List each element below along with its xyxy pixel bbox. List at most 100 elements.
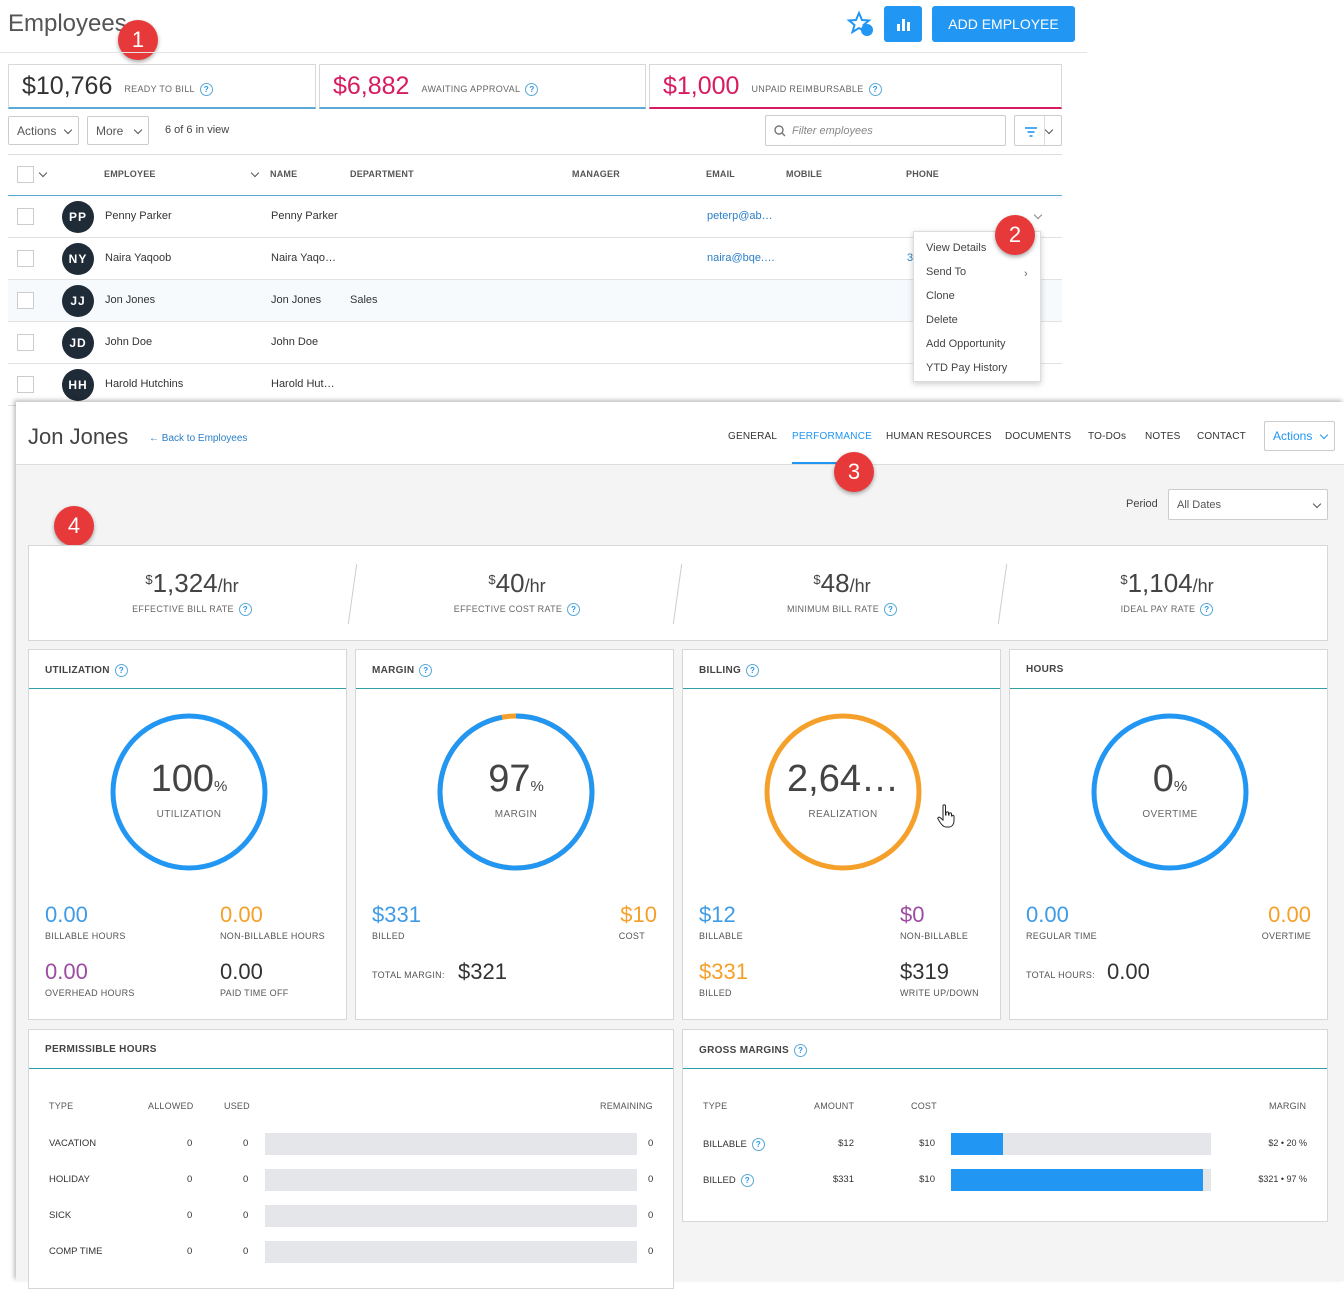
tab-to-dos[interactable]: TO-DOs xyxy=(1088,431,1127,442)
tab-performance[interactable]: PERFORMANCE xyxy=(792,431,872,442)
help-icon[interactable]: ? xyxy=(868,82,882,96)
rate-unit: /hr xyxy=(1192,576,1214,596)
help-icon[interactable]: ? xyxy=(1200,603,1214,616)
remaining-bar xyxy=(265,1205,637,1227)
employee-cell[interactable]: John Doe xyxy=(105,336,153,348)
tab-notes[interactable]: NOTES xyxy=(1145,431,1181,442)
card-title: HOURS xyxy=(1026,664,1064,675)
filter-employees-input[interactable]: Filter employees xyxy=(765,115,1006,146)
column-phone[interactable]: PHONE xyxy=(906,169,940,179)
help-icon[interactable]: ? xyxy=(238,603,252,616)
detail-actions-dropdown[interactable]: Actions xyxy=(1264,421,1335,451)
remaining-bar xyxy=(265,1241,637,1263)
help-icon[interactable]: ? xyxy=(884,603,898,616)
rates-card: $1,324/hr EFFECTIVE BILL RATE? $40/hr EF… xyxy=(28,545,1328,641)
help-icon[interactable]: ? xyxy=(794,1044,808,1057)
help-icon[interactable]: ? xyxy=(419,664,433,677)
employee-detail-screen: Jon Jones ← Back to Employees GENERAL PE… xyxy=(16,402,1344,1289)
permissible-allowed-cell: 0 xyxy=(187,1246,193,1257)
billed-label: BILLED xyxy=(372,931,405,941)
gross-amount-cell: $331 xyxy=(832,1174,854,1185)
period-value: All Dates xyxy=(1177,498,1222,511)
row-checkbox[interactable] xyxy=(17,292,34,309)
permissible-type-cell: VACATION xyxy=(49,1138,97,1149)
column-manager[interactable]: MANAGER xyxy=(572,169,620,179)
row-checkbox[interactable] xyxy=(17,376,34,393)
row-checkbox[interactable] xyxy=(17,250,34,267)
column-type: TYPE xyxy=(49,1101,74,1111)
tab-contact[interactable]: CONTACT xyxy=(1197,431,1246,442)
period-label: Period xyxy=(1126,498,1158,510)
employee-cell[interactable]: Naira Yaqoob xyxy=(105,252,172,264)
menu-item-view-details[interactable]: View Details xyxy=(926,242,987,254)
menu-item-send-to[interactable]: Send To xyxy=(926,266,967,278)
permissible-used-cell: 0 xyxy=(243,1138,249,1149)
menu-item-add-opportunity[interactable]: Add Opportunity xyxy=(926,338,1006,350)
column-email[interactable]: EMAIL xyxy=(706,169,735,179)
utilization-value: 100 xyxy=(150,758,215,800)
email-cell[interactable]: naira@bqe.… xyxy=(707,252,776,264)
help-icon[interactable]: ? xyxy=(746,664,760,677)
column-employee[interactable]: EMPLOYEE xyxy=(104,169,156,179)
help-icon[interactable]: ? xyxy=(199,82,213,96)
permissible-hours-card: PERMISSIBLE HOURS TYPE ALLOWED USED REMA… xyxy=(28,1029,674,1289)
favorite-star-icon[interactable] xyxy=(846,10,876,40)
column-mobile[interactable]: MOBILE xyxy=(786,169,823,179)
tab-human-resources[interactable]: HUMAN RESOURCES xyxy=(886,431,992,442)
add-employee-button[interactable]: ADD EMPLOYEE xyxy=(932,6,1075,42)
employee-cell[interactable]: Penny Parker xyxy=(105,210,172,222)
permissible-type-cell: SICK xyxy=(49,1210,72,1221)
rate-value: 40 xyxy=(495,568,525,598)
remaining-bar xyxy=(265,1169,637,1191)
billed-label: BILLED xyxy=(699,988,732,998)
chevron-down-icon xyxy=(1044,125,1054,134)
menu-item-ytd-pay-history[interactable]: YTD Pay History xyxy=(926,362,1008,374)
more-dropdown[interactable]: More xyxy=(87,116,149,145)
name-cell: Jon Jones xyxy=(271,294,322,306)
name-cell: Naira Yaqo… xyxy=(271,252,337,264)
help-icon[interactable]: ? xyxy=(567,603,581,616)
tab-general[interactable]: GENERAL xyxy=(728,431,778,442)
filter-options-button[interactable] xyxy=(1014,115,1062,146)
actions-dropdown[interactable]: Actions xyxy=(8,116,79,145)
tab-documents[interactable]: DOCUMENTS xyxy=(1005,431,1072,442)
analytics-button[interactable] xyxy=(884,6,922,42)
menu-item-clone[interactable]: Clone xyxy=(926,290,955,302)
card-title: BILLING? xyxy=(699,664,760,677)
billable-label: BILLABLE xyxy=(699,931,743,941)
menu-item-delete[interactable]: Delete xyxy=(926,314,958,326)
help-icon[interactable]: ? xyxy=(740,1174,754,1187)
help-icon[interactable]: ? xyxy=(751,1138,765,1151)
billing-card: BILLING? 2,64… REALIZATION $12 BILLABLE $… xyxy=(682,649,1001,1020)
back-to-employees-link[interactable]: ← Back to Employees xyxy=(149,433,248,444)
row-menu-chevron-icon[interactable] xyxy=(1033,210,1043,220)
rate-value: 48 xyxy=(820,568,850,598)
rate-unit: /hr xyxy=(849,576,871,596)
select-all-checkbox[interactable] xyxy=(17,166,34,183)
billable-hours-value: 0.00 xyxy=(45,902,88,927)
phone-cell[interactable]: 3 xyxy=(907,252,914,264)
table-row[interactable]: PP Penny Parker Penny Parker peterp@ab… xyxy=(8,196,1062,238)
margin-bar-fill xyxy=(951,1169,1204,1191)
email-cell[interactable]: peterp@ab… xyxy=(707,210,773,222)
column-name[interactable]: NAME xyxy=(270,169,298,179)
permissible-used-cell: 0 xyxy=(243,1210,249,1221)
table-row[interactable]: JJ Jon Jones Jon Jones Sales xyxy=(8,280,1062,322)
period-select[interactable]: All Dates xyxy=(1168,489,1328,520)
help-icon[interactable]: ? xyxy=(114,664,128,677)
hand-cursor-icon xyxy=(937,804,955,828)
help-icon[interactable]: ? xyxy=(525,82,539,96)
column-department[interactable]: DEPARTMENT xyxy=(350,169,414,179)
row-checkbox[interactable] xyxy=(17,334,34,351)
permissible-type-cell: HOLIDAY xyxy=(49,1174,91,1185)
permissible-remaining-cell: 0 xyxy=(648,1138,654,1149)
table-row[interactable]: NY Naira Yaqoob Naira Yaqo… naira@bqe.… … xyxy=(8,238,1062,280)
employee-cell[interactable]: Harold Hutchins xyxy=(105,378,184,390)
table-row[interactable]: HH Harold Hutchins Harold Hut… xyxy=(8,364,1062,406)
table-row[interactable]: JD John Doe John Doe xyxy=(8,322,1062,364)
row-checkbox[interactable] xyxy=(17,208,34,225)
column-allowed: ALLOWED xyxy=(148,1101,194,1111)
overhead-hours-value: 0.00 xyxy=(45,959,88,984)
regular-time-label: REGULAR TIME xyxy=(1026,931,1097,941)
employee-cell[interactable]: Jon Jones xyxy=(105,294,156,306)
